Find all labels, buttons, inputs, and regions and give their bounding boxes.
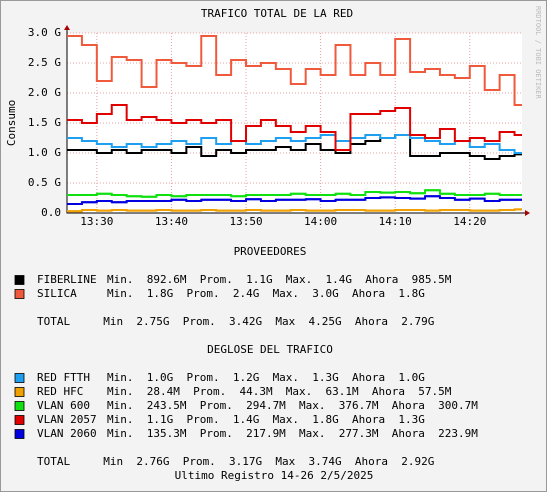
x-tick-label: 14:10 — [379, 215, 412, 228]
chart-title: TRAFICO TOTAL DE LA RED — [201, 7, 353, 20]
y-tick-label: 1.0 G — [28, 146, 61, 159]
legend-stats: Min. 28.4M Prom. 44.3M Max. 63.1M Ahora … — [107, 385, 452, 398]
legend-swatch — [14, 275, 25, 285]
legend-stats: Min. 135.3M Prom. 217.9M Max. 277.3M Aho… — [107, 427, 478, 440]
legend-swatch — [14, 373, 25, 383]
legend-section-title: DEGLOSE DEL TRAFICO — [207, 343, 333, 356]
step-connector — [67, 104, 522, 151]
x-tick-label: 13:40 — [155, 215, 188, 228]
x-tick-label: 14:00 — [304, 215, 337, 228]
legend-total: TOTAL Min 2.75G Prom. 3.42G Max 4.25G Ah… — [37, 315, 434, 328]
x-tick-label: 13:30 — [80, 215, 113, 228]
legend-swatch — [14, 429, 25, 439]
y-tick-label: 1.5 G — [28, 116, 61, 129]
y-tick-label: 2.0 G — [28, 86, 61, 99]
legend-entry: FIBERLINE — [37, 273, 97, 286]
legend-swatch — [14, 289, 25, 299]
legend-section-title: PROVEEDORES — [234, 245, 307, 258]
legend-stats: Min. 1.8G Prom. 2.4G Max. 3.0G Ahora 1.8… — [107, 287, 425, 300]
axes — [66, 27, 528, 214]
footer: Ultimo Registro 14-26 2/5/2025 — [175, 469, 374, 482]
legend-stats: Min. 892.6M Prom. 1.1G Max. 1.4G Ahora 9… — [107, 273, 452, 286]
legend-entry: VLAN 600 — [37, 399, 90, 412]
legend-entry: RED FTTH — [37, 371, 90, 384]
legend-total: TOTAL Min 2.76G Prom. 3.17G Max 3.74G Ah… — [37, 455, 434, 468]
legend-swatch — [14, 401, 25, 411]
legend-stats: Min. 1.1G Prom. 1.4G Max. 1.8G Ahora 1.3… — [107, 413, 425, 426]
x-tick-label: 13:50 — [229, 215, 262, 228]
y-tick-label: 2.5 G — [28, 56, 61, 69]
y-tick-label: 3.0 G — [28, 26, 61, 39]
y-tick-label: 0.5 G — [28, 176, 61, 189]
legend-entry: VLAN 2057 — [37, 413, 97, 426]
legend-swatch — [14, 387, 25, 397]
y-axis-label: Consumo — [5, 100, 18, 146]
y-tick-label: 0.0 — [41, 206, 61, 219]
legend-stats: Min. 1.0G Prom. 1.2G Max. 1.3G Ahora 1.0… — [107, 371, 425, 384]
legend-swatch — [14, 415, 25, 425]
legend-entry: SILICA — [37, 287, 77, 300]
legend-stats: Min. 243.5M Prom. 294.7M Max. 376.7M Aho… — [107, 399, 478, 412]
legend-entry: RED HFC — [37, 385, 83, 398]
side-note: RRDTOOL / TOBI OETIKER — [534, 6, 542, 100]
x-tick-label: 14:20 — [453, 215, 486, 228]
legend-entry: VLAN 2060 — [37, 427, 97, 440]
